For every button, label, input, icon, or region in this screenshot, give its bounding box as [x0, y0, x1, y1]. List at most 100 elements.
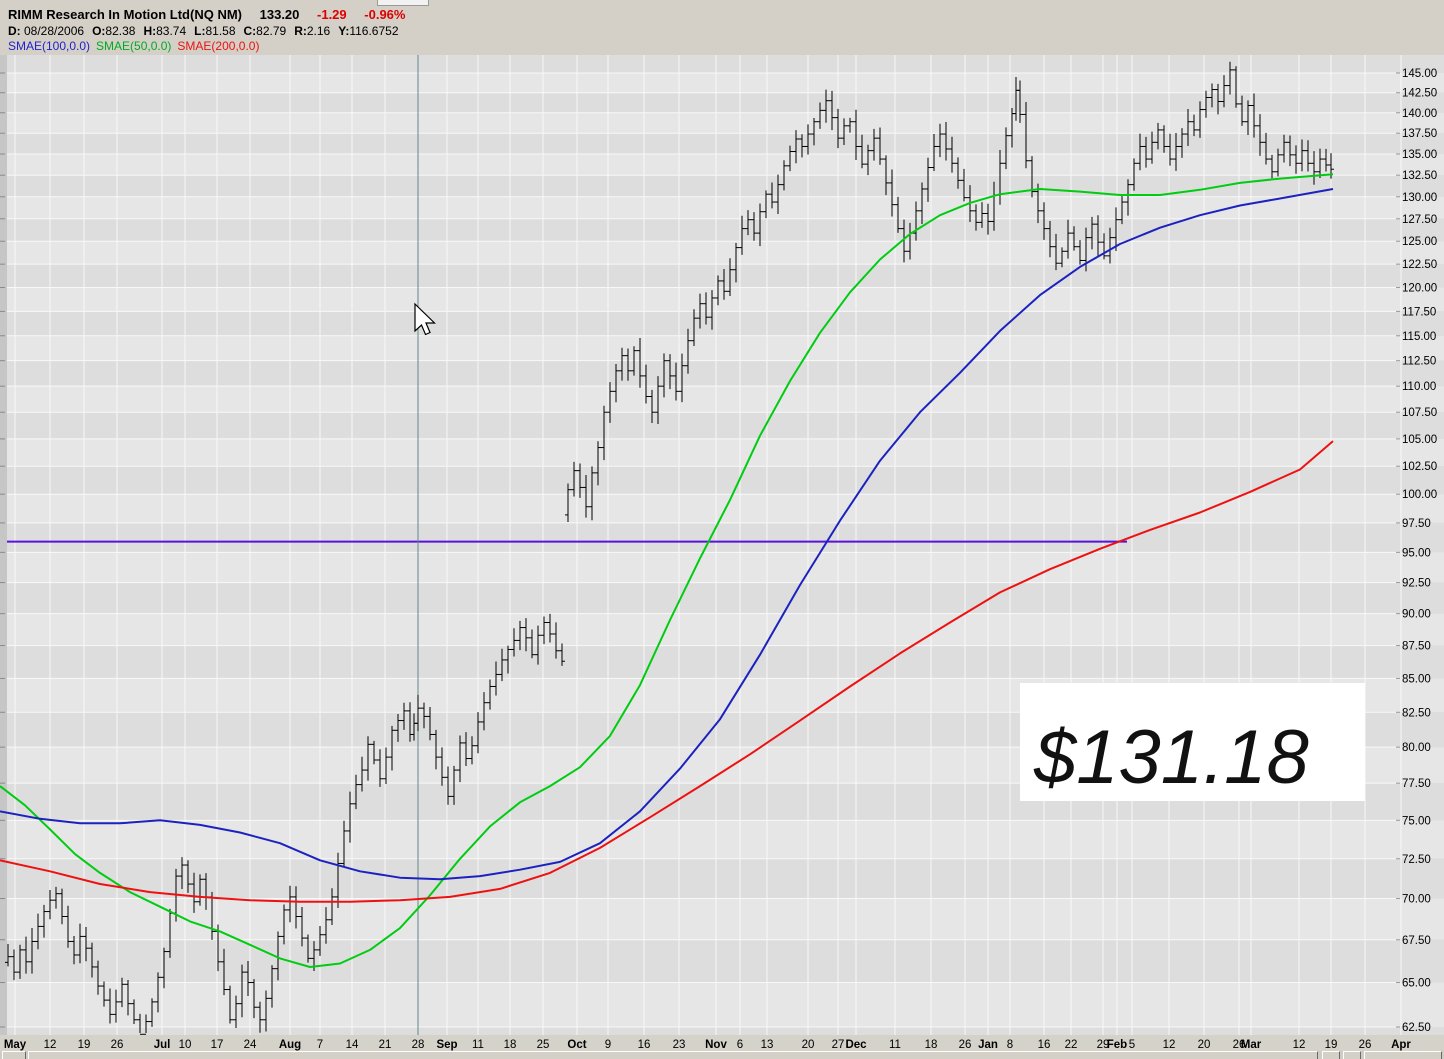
- price-band: [0, 552, 1444, 583]
- price-band: [0, 645, 1444, 679]
- price-band: [0, 73, 1444, 93]
- scrollbar-left-button[interactable]: [2, 1051, 26, 1059]
- y-axis-label: 132.50: [1402, 170, 1437, 182]
- x-axis-label: 12: [1293, 1039, 1306, 1051]
- price-band: [0, 386, 1444, 413]
- y-axis-label: 115.00: [1402, 331, 1436, 343]
- y-axis-label: 117.50: [1402, 306, 1436, 318]
- price-change-pct: -0.96%: [364, 7, 406, 22]
- price-band: [0, 522, 1444, 553]
- scrollbar-button-1[interactable]: [1322, 1051, 1340, 1059]
- price-band: [0, 1027, 1444, 1035]
- price-band: [0, 412, 1444, 439]
- price-band: [0, 196, 1444, 219]
- x-axis-label: May: [4, 1039, 27, 1051]
- ohlc-field-d: D: 08/28/2006: [8, 24, 85, 38]
- y-axis-label: 122.50: [1402, 259, 1437, 271]
- y-axis-label: 125.00: [1402, 236, 1437, 248]
- price-band: [0, 466, 1444, 495]
- x-axis-label: 29: [1097, 1039, 1110, 1051]
- price-band: [0, 494, 1444, 523]
- x-axis-label: Oct: [567, 1039, 586, 1051]
- y-axis-label: 137.50: [1402, 128, 1437, 140]
- x-axis-label: Jan: [978, 1039, 998, 1051]
- x-axis-label: Nov: [705, 1039, 727, 1051]
- x-axis-label: 26: [1359, 1039, 1372, 1051]
- x-axis-label: 28: [412, 1039, 425, 1051]
- y-axis-label: 135.00: [1402, 149, 1437, 161]
- y-axis-label: 100.00: [1402, 489, 1437, 501]
- x-axis-label: 25: [537, 1039, 550, 1051]
- y-axis-label: 62.50: [1402, 1022, 1431, 1034]
- last-price: 133.20: [259, 7, 300, 22]
- x-axis-label: 11: [472, 1039, 484, 1051]
- x-axis-label: 16: [638, 1039, 651, 1051]
- ohlc-field-c: C:82.79: [243, 24, 287, 38]
- x-axis-label: 12: [44, 1039, 57, 1051]
- y-axis-label: 92.50: [1402, 578, 1431, 590]
- y-axis-label: 140.00: [1402, 108, 1437, 120]
- quote-line: RIMM Research In Motion Ltd(NQ NM) 133.2…: [8, 7, 405, 22]
- x-axis-label: 18: [504, 1039, 517, 1051]
- date-axis-row: [0, 1035, 1444, 1051]
- y-axis-label: 95.00: [1402, 547, 1431, 559]
- indicator-legend: SMAE(100,0.0) SMAE(50,0.0) SMAE(200,0.0): [8, 39, 265, 53]
- price-band: [0, 582, 1444, 614]
- x-axis-label: 27: [832, 1039, 845, 1051]
- x-axis-label: 23: [673, 1039, 686, 1051]
- x-axis-label: 20: [1198, 1039, 1211, 1051]
- y-axis-label: 90.00: [1402, 609, 1431, 621]
- price-band: [0, 287, 1444, 312]
- ohlc-field-r: R:2.16: [294, 24, 331, 38]
- y-axis-label: 120.00: [1402, 283, 1437, 295]
- price-band: [0, 982, 1444, 1027]
- x-axis-label: 13: [761, 1039, 774, 1051]
- y-axis-label: 97.50: [1402, 518, 1431, 530]
- x-axis-label: 14: [346, 1039, 359, 1051]
- x-axis-label: Feb: [1107, 1039, 1127, 1051]
- x-axis-label: 17: [211, 1039, 224, 1051]
- price-band: [0, 241, 1444, 265]
- x-axis-label: 19: [1325, 1039, 1338, 1051]
- x-axis-label: Jul: [154, 1039, 171, 1051]
- horizontal-scrollbar[interactable]: [0, 1051, 1444, 1059]
- scrollbar-thumb[interactable]: [28, 1051, 1318, 1059]
- price-band: [0, 112, 1444, 134]
- chart-area[interactable]: 145.00 142.50 140.00 137.50 135.00 132.50 130.…: [0, 55, 1444, 1051]
- y-axis-label: 130.00: [1402, 192, 1437, 204]
- x-axis-label: 8: [1007, 1039, 1013, 1051]
- y-axis-label: 102.50: [1402, 461, 1437, 473]
- price-band: [0, 858, 1444, 899]
- sma100-line: [0, 188, 1334, 881]
- scrollbar-button-2[interactable]: [1343, 1051, 1361, 1059]
- price-callout-box: [1020, 683, 1365, 801]
- scrollbar-resize-grip[interactable]: [1364, 1051, 1442, 1059]
- y-axis-label: 145.00: [1402, 68, 1437, 80]
- x-axis-label: Aug: [279, 1039, 301, 1051]
- y-axis-label: 80.00: [1402, 742, 1431, 754]
- y-axis-label: 142.50: [1402, 88, 1437, 100]
- y-axis-label: 85.00: [1402, 673, 1431, 685]
- x-axis-label: 12: [1163, 1039, 1176, 1051]
- x-axis-label: 7: [317, 1039, 323, 1051]
- y-axis-label: 67.50: [1402, 935, 1431, 947]
- x-axis-label: Mar: [1241, 1039, 1262, 1051]
- y-axis-label: 110.00: [1402, 381, 1436, 393]
- price-band: [0, 613, 1444, 646]
- x-axis-label: 21: [379, 1039, 392, 1051]
- x-axis-label: 6: [737, 1039, 743, 1051]
- x-axis-label: 18: [925, 1039, 938, 1051]
- price-band: [0, 133, 1444, 155]
- toolbar-fragment: [377, 0, 429, 6]
- price-band: [0, 438, 1444, 467]
- x-axis-label: 26: [1233, 1039, 1246, 1051]
- mouse-cursor: [414, 302, 436, 336]
- x-axis-label: 9: [605, 1039, 611, 1051]
- quote-header: RIMM Research In Motion Ltd(NQ NM) 133.2…: [0, 0, 1444, 55]
- x-axis-label: 5: [1129, 1039, 1135, 1051]
- x-axis-label: 26: [111, 1039, 124, 1051]
- x-axis-label: 11: [889, 1039, 901, 1051]
- price-chart: 145.00 142.50 140.00 137.50 135.00 132.50 130.…: [0, 55, 1444, 1051]
- x-axis-label: Dec: [845, 1039, 867, 1051]
- sma50-line: [0, 173, 1334, 968]
